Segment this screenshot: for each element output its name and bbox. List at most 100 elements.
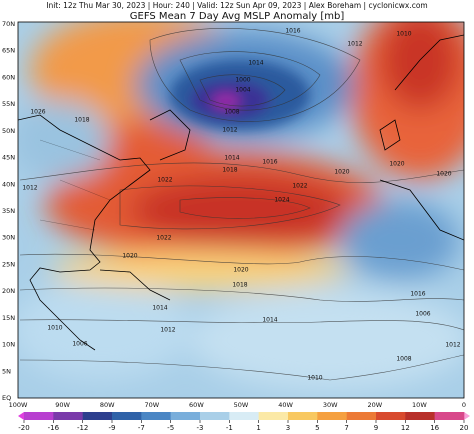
colorbar-tick-label: 1: [256, 424, 260, 432]
contour-label: 1012: [22, 185, 37, 192]
lon-label: 40W: [278, 401, 293, 409]
lat-label: 55N: [2, 100, 15, 108]
colorbar-tick-label: 5: [315, 424, 319, 432]
colorbar-tick-label: 9: [374, 424, 378, 432]
contour-label: 1014: [248, 60, 263, 67]
colorbar-swatch: [112, 412, 142, 420]
contour-label: 1006: [72, 341, 87, 348]
contour-label: 1016: [285, 28, 300, 35]
colorbar-swatch: [53, 412, 83, 420]
colorbar-swatch: [24, 412, 54, 420]
lon-label: 80W: [100, 401, 115, 409]
lat-label: 60N: [2, 73, 15, 81]
colorbar-tick-label: 16: [430, 424, 439, 432]
colorbar-tick-label: 20: [460, 424, 469, 432]
contour-label: 1022: [156, 235, 171, 242]
lon-axis: 100W 90W 80W 70W 60W 50W 40W 30W 20W 10W 0: [9, 401, 466, 409]
colorbar-tick-label: -20: [18, 424, 29, 432]
colorbar-tick-label: 12: [401, 424, 410, 432]
contour-label: 1016: [410, 291, 425, 298]
contour-label: 1020: [334, 169, 349, 176]
colorbar: -20 -16 -12 -9 -7 -5 -3 -1 1 3 5 7 9 12 16 20: [18, 412, 470, 432]
contour-label: 1020: [122, 253, 137, 260]
lat-label: 70N: [2, 20, 15, 28]
colorbar-tick-label: -12: [77, 424, 88, 432]
colorbar-tick-label: -7: [138, 424, 145, 432]
contour-label: 1026: [30, 109, 45, 116]
lat-label: 40N: [2, 180, 15, 188]
contour-label: 1018: [232, 282, 247, 289]
lat-label: 35N: [2, 207, 15, 215]
contour-label: 1024: [274, 197, 289, 204]
header-info: Init: 12z Thu Mar 30, 2023 | Hour: 240 |…: [46, 1, 428, 10]
contour-label: 1014: [262, 317, 277, 324]
lon-label: 90W: [55, 401, 70, 409]
lat-label: 45N: [2, 154, 15, 162]
colorbar-swatch: [434, 412, 465, 420]
contour-label: 1014: [152, 305, 167, 312]
contour-label: 1020: [389, 161, 404, 168]
colorbar-tick-label: -5: [167, 424, 174, 432]
contour-label: 1012: [160, 327, 175, 334]
lat-label: 10N: [2, 341, 15, 349]
colorbar-swatch: [288, 412, 318, 420]
contour-label: 1012: [347, 41, 362, 48]
lon-label: 100W: [9, 401, 28, 409]
contour-label: 1020: [436, 171, 451, 178]
lon-label: 30W: [323, 401, 338, 409]
colorbar-swatch: [346, 412, 377, 420]
lat-label: 20N: [2, 287, 15, 295]
contour-label: 1010: [307, 375, 322, 382]
lat-label: 5N: [2, 367, 11, 375]
contour-label: 1010: [47, 325, 62, 332]
lon-label: 70W: [144, 401, 159, 409]
map-frame: [17, 21, 465, 399]
contour-label: 1018: [222, 167, 237, 174]
lat-label: 25N: [2, 260, 15, 268]
lat-label: EQ: [2, 394, 11, 402]
contour-label: 1008: [224, 109, 239, 116]
contour-label: 1012: [445, 342, 460, 349]
contour-label: 1022: [157, 177, 172, 184]
contour-label: 1018: [74, 117, 89, 124]
lon-label: 60W: [189, 401, 204, 409]
colorbar-tick-label: -1: [226, 424, 233, 432]
lat-axis: 70N 65N 60N 55N 50N 45N 40N 35N 30N 25N 20N 15N 10N 5…: [2, 20, 15, 402]
contour-label: 1012: [222, 127, 237, 134]
contour-label: 1006: [415, 311, 430, 318]
contour-label: 1020: [233, 267, 248, 274]
colorbar-tick-label: -3: [197, 424, 204, 432]
colorbar-swatch: [405, 412, 435, 420]
contour-label: 1004: [235, 87, 250, 94]
colorbar-swatch: [200, 412, 230, 420]
contour-labels: 1016 1012 1010 1014 1000 1004 1008 1012 1014 1016…: [22, 28, 460, 382]
lon-label: 10W: [412, 401, 427, 409]
lon-label: 50W: [234, 401, 249, 409]
colorbar-swatch: [376, 412, 406, 420]
colorbar-swatch: [141, 412, 171, 420]
colorbar-tick-label: 3: [286, 424, 290, 432]
header-title: GEFS Mean 7 Day Avg MSLP Anomaly [mb]: [130, 11, 345, 22]
contour-label: 1008: [396, 356, 411, 363]
colorbar-swatch: [170, 412, 201, 420]
lat-label: 65N: [2, 47, 15, 55]
lon-label: 0: [462, 401, 466, 409]
lon-label: 20W: [367, 401, 382, 409]
colorbar-swatch: [317, 412, 347, 420]
lat-label: 30N: [2, 234, 15, 242]
lat-label: 50N: [2, 127, 15, 135]
colorbar-tick-label: 7: [344, 424, 348, 432]
colorbar-swatch: [229, 412, 259, 420]
contour-label: 1000: [235, 77, 250, 84]
contour-label: 1014: [224, 155, 239, 162]
map-field: [18, 22, 464, 398]
colorbar-tick-label: -16: [48, 424, 60, 432]
colorbar-tick-label: -9: [109, 424, 116, 432]
contour-label: 1022: [292, 183, 307, 190]
lat-label: 15N: [2, 314, 15, 322]
colorbar-swatch: [258, 412, 289, 420]
contour-label: 1010: [396, 31, 411, 38]
colorbar-swatch: [82, 412, 113, 420]
contour-label: 1016: [262, 159, 277, 166]
